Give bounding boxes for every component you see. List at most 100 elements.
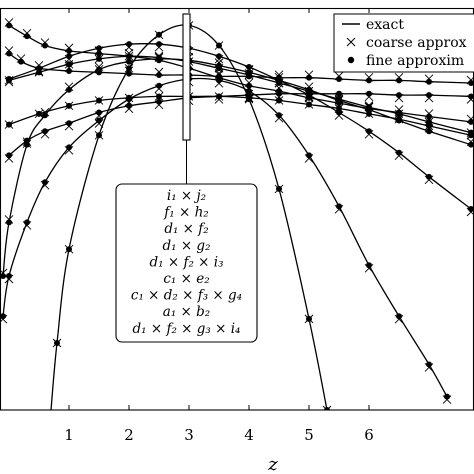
fine-marker <box>156 55 162 62</box>
annotation-line: d₁ × f₂ × g₃ × i₄ <box>133 321 241 337</box>
fine-marker <box>276 112 282 119</box>
fine-marker <box>66 246 72 253</box>
fine-marker <box>336 76 342 83</box>
fine-marker <box>306 74 312 81</box>
x-axis-ticks: 1 2 3 4 5 6 <box>64 8 374 444</box>
fine-marker <box>24 219 30 226</box>
fine-marker <box>6 219 12 226</box>
fine-marker <box>96 117 102 124</box>
fine-marker <box>276 90 282 97</box>
fine-marker <box>396 77 402 84</box>
fine-marker <box>156 41 162 48</box>
fine-marker <box>426 78 432 85</box>
fine-marker <box>306 86 312 93</box>
fine-marker <box>396 92 402 99</box>
fine-marker <box>96 66 102 73</box>
fine-marker <box>66 61 72 68</box>
annotation-pointer-bar <box>182 13 191 141</box>
fine-marker <box>54 340 60 346</box>
fine-marker <box>126 53 132 60</box>
fine-marker <box>276 185 282 192</box>
fine-marker <box>426 113 432 120</box>
fine-marker <box>6 121 12 128</box>
fine-marker <box>468 80 474 87</box>
series-line <box>50 24 328 410</box>
fine-marker <box>156 72 162 78</box>
fine-marker <box>276 97 282 104</box>
fine-marker <box>156 93 162 100</box>
fine-marker <box>468 141 474 148</box>
fine-marker <box>426 173 432 180</box>
fine-marker <box>246 69 252 76</box>
fine-marker <box>66 67 72 74</box>
fine-marker <box>126 65 132 72</box>
legend: exact coarse approx fine approxim <box>333 13 474 73</box>
fine-marker <box>216 53 222 60</box>
fine-marker <box>96 50 102 57</box>
series-line <box>8 93 472 156</box>
fine-marker <box>336 105 342 112</box>
fine-marker <box>246 96 252 103</box>
fine-marker <box>336 203 342 210</box>
fine-marker <box>216 93 222 100</box>
fine-marker <box>444 393 450 400</box>
annotation-line: f₁ × h₂ <box>163 205 208 221</box>
fine-marker <box>468 93 474 100</box>
fine-marker <box>306 101 312 108</box>
fine-marker <box>276 77 282 84</box>
x-tick-label: 2 <box>124 426 134 444</box>
legend-label-fine: fine approxim <box>366 53 464 69</box>
series-8 <box>50 21 332 410</box>
fine-marker <box>426 361 432 368</box>
fine-marker <box>6 50 12 57</box>
fine-marker <box>6 76 12 83</box>
fine-marker <box>126 102 132 109</box>
fine-marker <box>468 132 474 139</box>
fine-marker <box>426 122 432 129</box>
fine-marker <box>66 102 72 109</box>
fine-marker <box>366 106 372 113</box>
fine-marker <box>366 90 372 97</box>
fine-marker <box>156 31 162 38</box>
fine-marker <box>216 62 222 69</box>
annotation-line: c₁ × d₂ × f₃ × g₄ <box>131 288 242 304</box>
fine-marker <box>366 262 372 269</box>
series-7 <box>0 51 474 279</box>
fine-marker <box>366 128 372 135</box>
fine-marker <box>336 97 342 104</box>
fine-marker <box>66 47 72 54</box>
fine-marker <box>366 77 372 84</box>
annotation-line: a₁ × b₂ <box>163 304 210 320</box>
fine-marker <box>66 120 72 127</box>
fine-marker <box>96 45 102 52</box>
fine-marker <box>0 313 6 320</box>
fine-marker <box>0 273 6 279</box>
fine-marker <box>18 58 24 65</box>
fine-marker <box>42 179 48 186</box>
fine-marker <box>336 90 342 97</box>
fine-marker <box>426 92 432 99</box>
x-axis-label: z <box>267 454 278 474</box>
fine-marker <box>306 152 312 159</box>
fine-marker <box>126 58 132 65</box>
fine-marker <box>42 128 48 135</box>
x-tick-label: 5 <box>304 426 314 444</box>
fine-marker <box>468 118 474 125</box>
fine-marker <box>426 128 432 135</box>
legend-label-coarse: coarse approx <box>366 35 467 51</box>
fine-marker <box>96 109 102 116</box>
legend-cross-marker <box>346 37 356 47</box>
series-line <box>8 95 472 136</box>
fine-marker <box>246 82 252 89</box>
coarse-marker <box>326 405 332 410</box>
fine-marker <box>156 98 162 105</box>
annotation-frame <box>115 183 258 343</box>
x-tick-label: 1 <box>64 426 74 444</box>
fine-marker <box>42 42 48 49</box>
fine-marker <box>96 55 102 62</box>
fine-marker <box>6 273 12 279</box>
series-5 <box>4 92 474 140</box>
annotation-line: c₁ × e₂ <box>163 271 209 287</box>
